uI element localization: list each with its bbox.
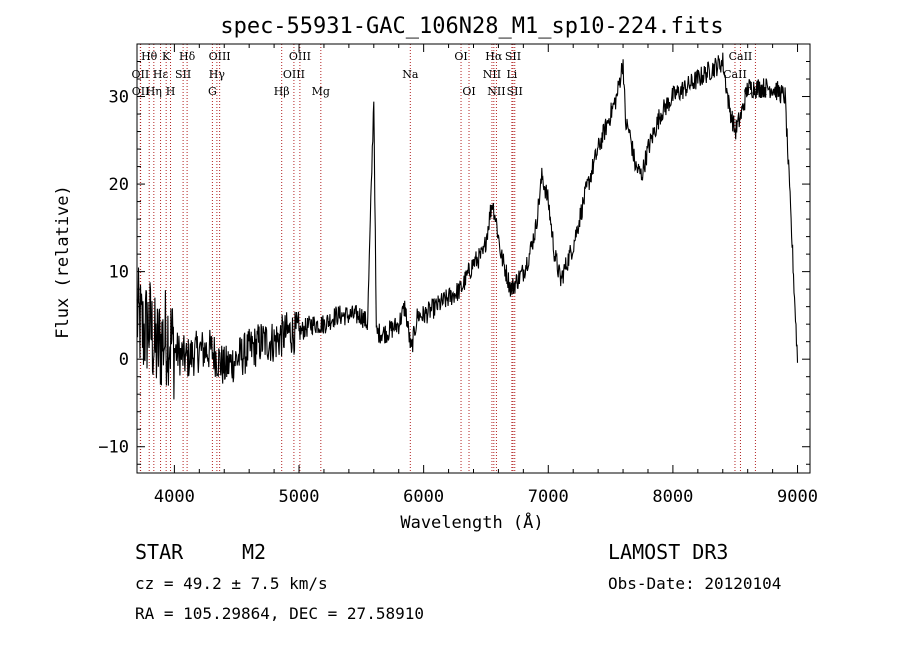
x-tick-label: 9000: [777, 487, 818, 507]
spectral-line-label: Hε: [153, 68, 169, 81]
spectral-line-label: OI: [462, 85, 475, 98]
y-tick-label: −10: [98, 438, 129, 458]
spectral-line-label: CaII: [723, 68, 747, 81]
y-tick-label: 30: [109, 88, 129, 108]
survey-name: LAMOST DR3: [608, 540, 729, 564]
spectral-line-label: H: [166, 85, 176, 98]
chart-title: spec-55931-GAC_106N28_M1_sp10-224.fits: [220, 14, 723, 39]
coordinates-text: RA = 105.29864, DEC = 27.58910: [135, 604, 424, 623]
x-tick-label: 5000: [279, 487, 320, 507]
y-axis-ticks: −10 0 10 20 30: [98, 43, 810, 465]
spectral-line-labels: Hθ OII OII K Hε Hη Hδ SII H OIII Hγ G OIII OIII Hβ Mg Na…: [132, 50, 768, 98]
x-tick-label: 4000: [154, 487, 195, 507]
spectral-line-label: OIII: [289, 50, 311, 63]
y-axis-title: Flux (relative): [53, 185, 73, 339]
spectral-line-label: OI: [454, 50, 467, 63]
spectral-line-label: Hα: [485, 50, 503, 63]
object-subclass: M2: [242, 540, 267, 564]
spectral-line-label: NII: [483, 68, 501, 81]
x-tick-label: 7000: [528, 487, 569, 507]
spectral-line-label: NII: [487, 85, 505, 98]
spectral-line-label: Hθ: [141, 50, 158, 63]
x-axis-ticks: 4000 5000 6000 7000 8000 9000: [154, 44, 818, 507]
spectral-line-label: Mg: [312, 85, 330, 98]
spectral-line-markers: [139, 44, 756, 473]
y-tick-label: 0: [119, 350, 129, 370]
obs-date-text: Obs-Date: 20120104: [608, 574, 782, 593]
spectral-line-label: SII: [175, 68, 191, 81]
spectral-line-label: Hη: [146, 85, 162, 98]
spectral-line-label: Hδ: [179, 50, 196, 63]
spectral-line-label: CaII: [729, 50, 753, 63]
spectral-line-label: Hγ: [209, 68, 226, 81]
spectral-line-label: OII: [132, 68, 150, 81]
spectral-line-label: Na: [402, 68, 419, 81]
spectral-line-label: Hβ: [274, 85, 290, 98]
spectral-line-label: SII: [507, 85, 523, 98]
object-class: STAR: [135, 540, 184, 564]
plot-frame: [136, 43, 811, 474]
spectrum-line: [136, 52, 799, 400]
y-tick-label: 20: [109, 175, 129, 195]
x-tick-label: 8000: [652, 487, 693, 507]
redshift-text: cz = 49.2 ± 7.5 km/s: [135, 574, 328, 593]
x-axis-title: Wavelength (Å): [400, 511, 543, 533]
x-tick-label: 6000: [403, 487, 444, 507]
y-tick-label: 10: [109, 263, 129, 283]
spectral-line-label: G: [208, 85, 217, 98]
spectral-line-label: OIII: [283, 68, 305, 81]
spectral-line-label: K: [162, 50, 171, 63]
spectral-line-label: OIII: [209, 50, 231, 63]
spectral-line-label: Li: [506, 68, 517, 81]
spectral-line-label: OII: [132, 85, 150, 98]
spectral-line-label: SII: [505, 50, 521, 63]
